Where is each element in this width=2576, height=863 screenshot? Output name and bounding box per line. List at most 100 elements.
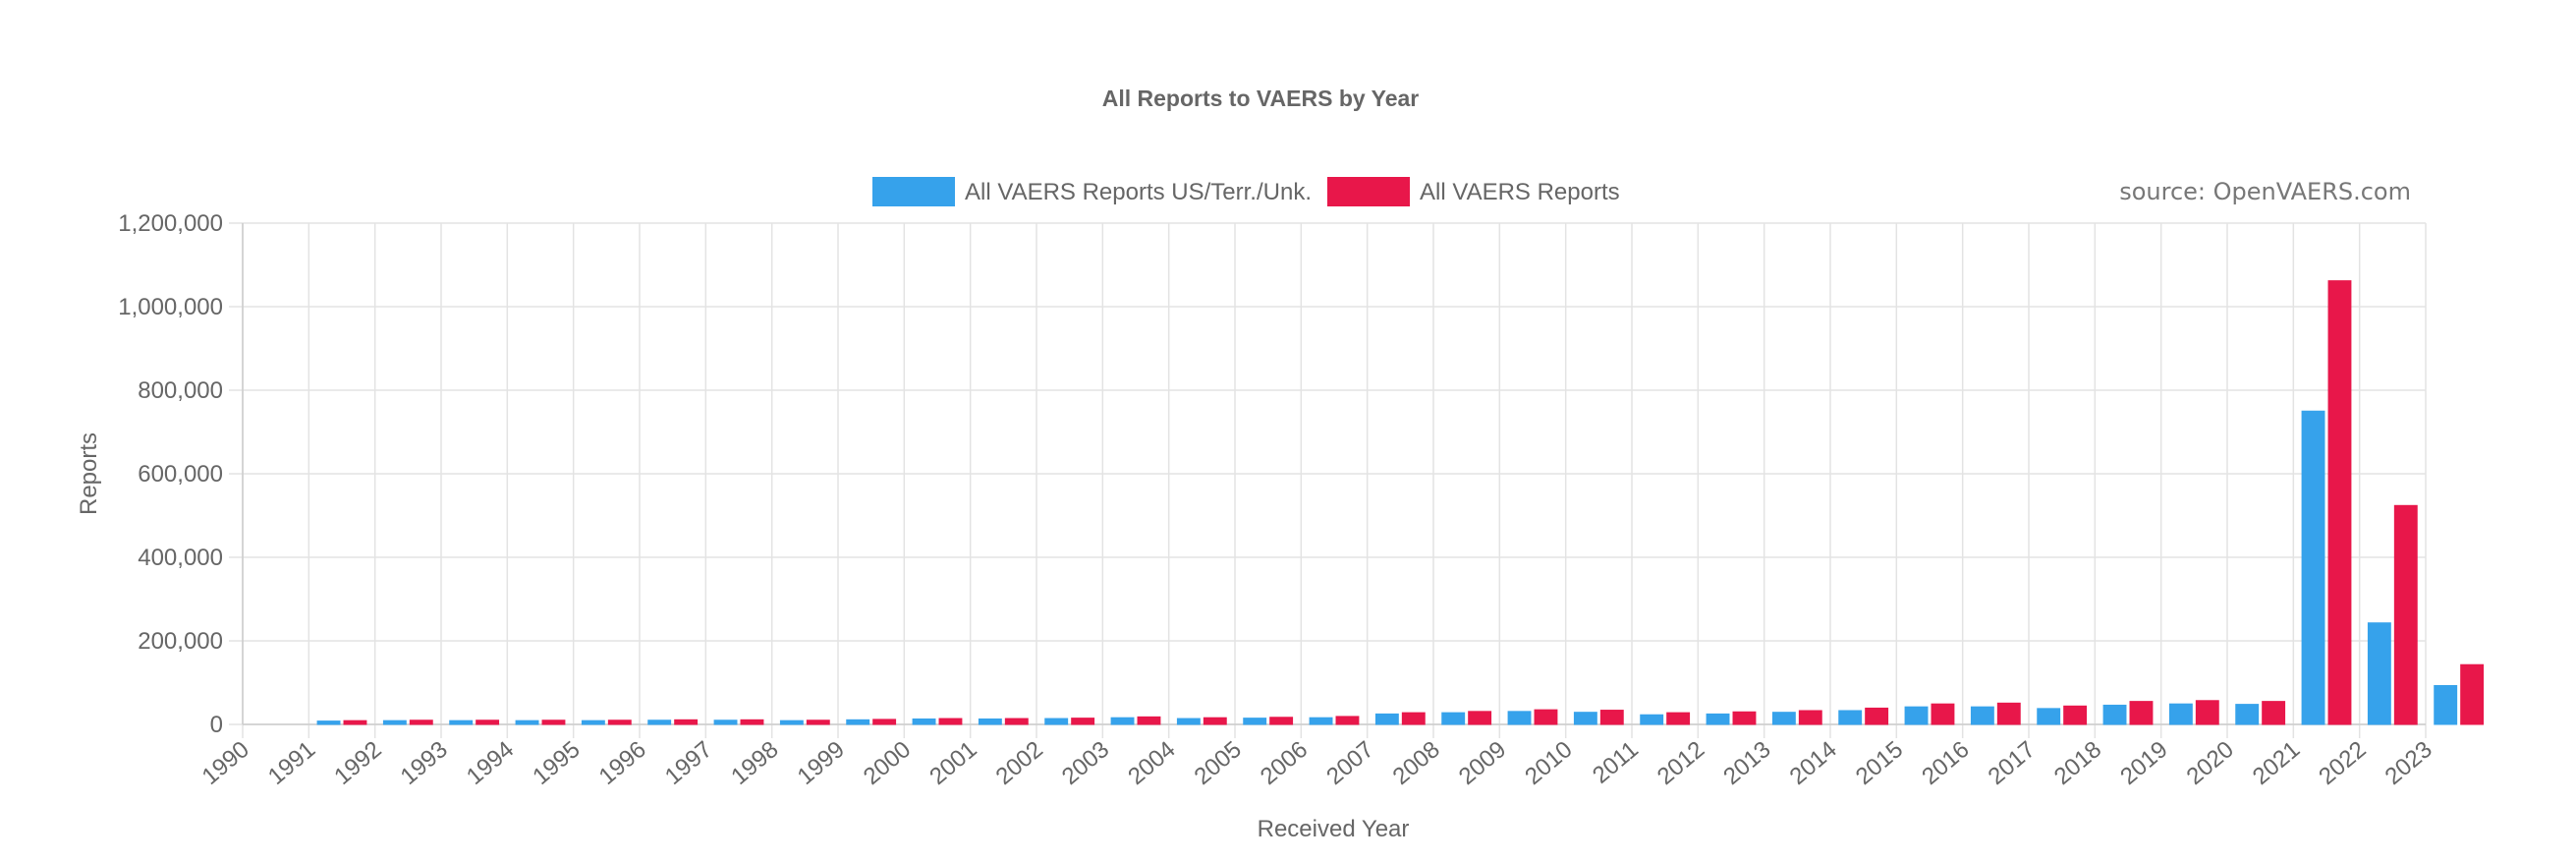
bar-all-reports[interactable]	[1931, 703, 1955, 725]
bar-us-terr-unk[interactable]	[1838, 710, 1863, 725]
bar-all-reports[interactable]	[409, 719, 433, 725]
bar-all-reports[interactable]	[2327, 280, 2352, 725]
bar-us-terr-unk[interactable]	[1970, 706, 1994, 725]
x-tick-label: 1997	[660, 736, 717, 790]
bar-all-reports[interactable]	[1401, 712, 1426, 725]
bar-all-reports[interactable]	[1269, 717, 1294, 725]
bar-us-terr-unk[interactable]	[2037, 708, 2061, 725]
bar-all-reports[interactable]	[2460, 663, 2485, 725]
bar-us-terr-unk[interactable]	[846, 719, 870, 725]
x-axis-title: Received Year	[1258, 816, 1410, 842]
gridlines	[229, 222, 2427, 738]
x-tick-label: 2007	[1321, 736, 1378, 790]
bar-us-terr-unk[interactable]	[912, 718, 936, 725]
bar-us-terr-unk[interactable]	[1573, 712, 1597, 725]
bar-all-reports[interactable]	[740, 719, 764, 725]
y-tick-label: 400,000	[138, 545, 223, 571]
bar-all-reports[interactable]	[1004, 718, 1029, 725]
bar-all-reports[interactable]	[1996, 702, 2021, 725]
chart-title: All Reports to VAERS by Year	[1102, 86, 1420, 111]
x-tick-label: 2022	[2314, 736, 2371, 790]
bar-all-reports[interactable]	[2393, 504, 2418, 725]
x-tick-label: 1992	[329, 736, 386, 790]
bar-all-reports[interactable]	[2063, 705, 2088, 725]
bars	[316, 280, 2485, 725]
x-tick-label: 2019	[2115, 736, 2172, 790]
legend-label-us[interactable]: All VAERS Reports US/Terr./Unk.	[965, 179, 1312, 205]
bar-us-terr-unk[interactable]	[1904, 706, 1929, 725]
bar-us-terr-unk[interactable]	[316, 720, 341, 725]
bar-us-terr-unk[interactable]	[1309, 717, 1333, 725]
legend: All VAERS Reports US/Terr./Unk. All VAER…	[872, 177, 1620, 206]
bar-all-reports[interactable]	[674, 719, 699, 725]
x-tick-label: 1991	[263, 736, 320, 790]
bar-us-terr-unk[interactable]	[1507, 711, 1532, 725]
bar-us-terr-unk[interactable]	[1706, 713, 1730, 725]
bar-us-terr-unk[interactable]	[2301, 410, 2325, 725]
bar-all-reports[interactable]	[1666, 712, 1691, 725]
x-tick-label: 2011	[1588, 736, 1644, 789]
bar-us-terr-unk[interactable]	[449, 719, 474, 725]
bar-all-reports[interactable]	[1468, 711, 1492, 725]
bar-us-terr-unk[interactable]	[978, 718, 1002, 725]
bar-all-reports[interactable]	[2262, 701, 2286, 725]
x-tick-label: 2003	[1057, 736, 1114, 790]
bar-all-reports[interactable]	[938, 718, 963, 725]
bar-all-reports[interactable]	[1534, 709, 1558, 725]
bar-all-reports[interactable]	[607, 719, 632, 725]
y-tick-label: 800,000	[138, 377, 223, 404]
bar-all-reports[interactable]	[872, 719, 897, 725]
bar-us-terr-unk[interactable]	[1771, 712, 1796, 725]
bar-us-terr-unk[interactable]	[1110, 717, 1135, 725]
x-tick-label: 2009	[1454, 736, 1511, 790]
legend-label-all[interactable]: All VAERS Reports	[1420, 179, 1620, 205]
bar-all-reports[interactable]	[1335, 716, 1360, 725]
bar-us-terr-unk[interactable]	[1044, 718, 1069, 725]
bar-all-reports[interactable]	[2129, 701, 2154, 725]
bar-us-terr-unk[interactable]	[2168, 703, 2193, 725]
bar-all-reports[interactable]	[541, 719, 566, 725]
bar-us-terr-unk[interactable]	[1441, 712, 1466, 725]
bar-us-terr-unk[interactable]	[581, 719, 605, 725]
bar-us-terr-unk[interactable]	[382, 719, 407, 725]
bar-all-reports[interactable]	[1798, 710, 1822, 725]
bar-all-reports[interactable]	[1137, 716, 1161, 725]
legend-swatch-all[interactable]	[1327, 177, 1410, 206]
legend-swatch-us[interactable]	[872, 177, 955, 206]
bar-all-reports[interactable]	[1071, 718, 1095, 725]
x-axis-ticks: 1990 1991 1992 1993 1994 1995 1996 1997 1998 1999…	[197, 736, 2437, 790]
bar-us-terr-unk[interactable]	[2102, 704, 2127, 725]
y-tick-label: 1,200,000	[118, 210, 223, 237]
bar-all-reports[interactable]	[1203, 717, 1227, 725]
bar-all-reports[interactable]	[1865, 707, 1889, 725]
y-tick-label: 200,000	[138, 628, 223, 655]
x-tick-label: 2016	[1917, 736, 1974, 790]
x-tick-label: 2004	[1123, 736, 1180, 790]
bar-us-terr-unk[interactable]	[713, 719, 738, 725]
bar-us-terr-unk[interactable]	[1640, 714, 1664, 725]
bar-us-terr-unk[interactable]	[2367, 622, 2391, 725]
bar-all-reports[interactable]	[2195, 700, 2219, 725]
bar-us-terr-unk[interactable]	[1374, 713, 1399, 725]
x-tick-label: 2018	[2049, 736, 2106, 790]
x-tick-label: 2012	[1652, 736, 1709, 790]
x-tick-label: 1993	[396, 736, 453, 790]
x-tick-label: 2021	[2248, 736, 2305, 790]
bar-us-terr-unk[interactable]	[1176, 718, 1201, 725]
x-tick-label: 2013	[1718, 736, 1775, 790]
x-tick-label: 2008	[1388, 736, 1445, 790]
x-tick-label: 1996	[594, 736, 651, 790]
bar-all-reports[interactable]	[806, 719, 830, 725]
bar-all-reports[interactable]	[343, 719, 367, 725]
x-tick-label: 1994	[462, 736, 519, 790]
bar-us-terr-unk[interactable]	[515, 719, 539, 725]
bar-us-terr-unk[interactable]	[779, 719, 804, 725]
bar-all-reports[interactable]	[1732, 711, 1757, 725]
bar-us-terr-unk[interactable]	[647, 719, 672, 725]
bar-all-reports[interactable]	[476, 719, 500, 725]
bar-us-terr-unk[interactable]	[1243, 718, 1267, 725]
bar-all-reports[interactable]	[1599, 710, 1624, 725]
bar-us-terr-unk[interactable]	[2235, 704, 2260, 725]
bar-us-terr-unk[interactable]	[2434, 684, 2458, 725]
